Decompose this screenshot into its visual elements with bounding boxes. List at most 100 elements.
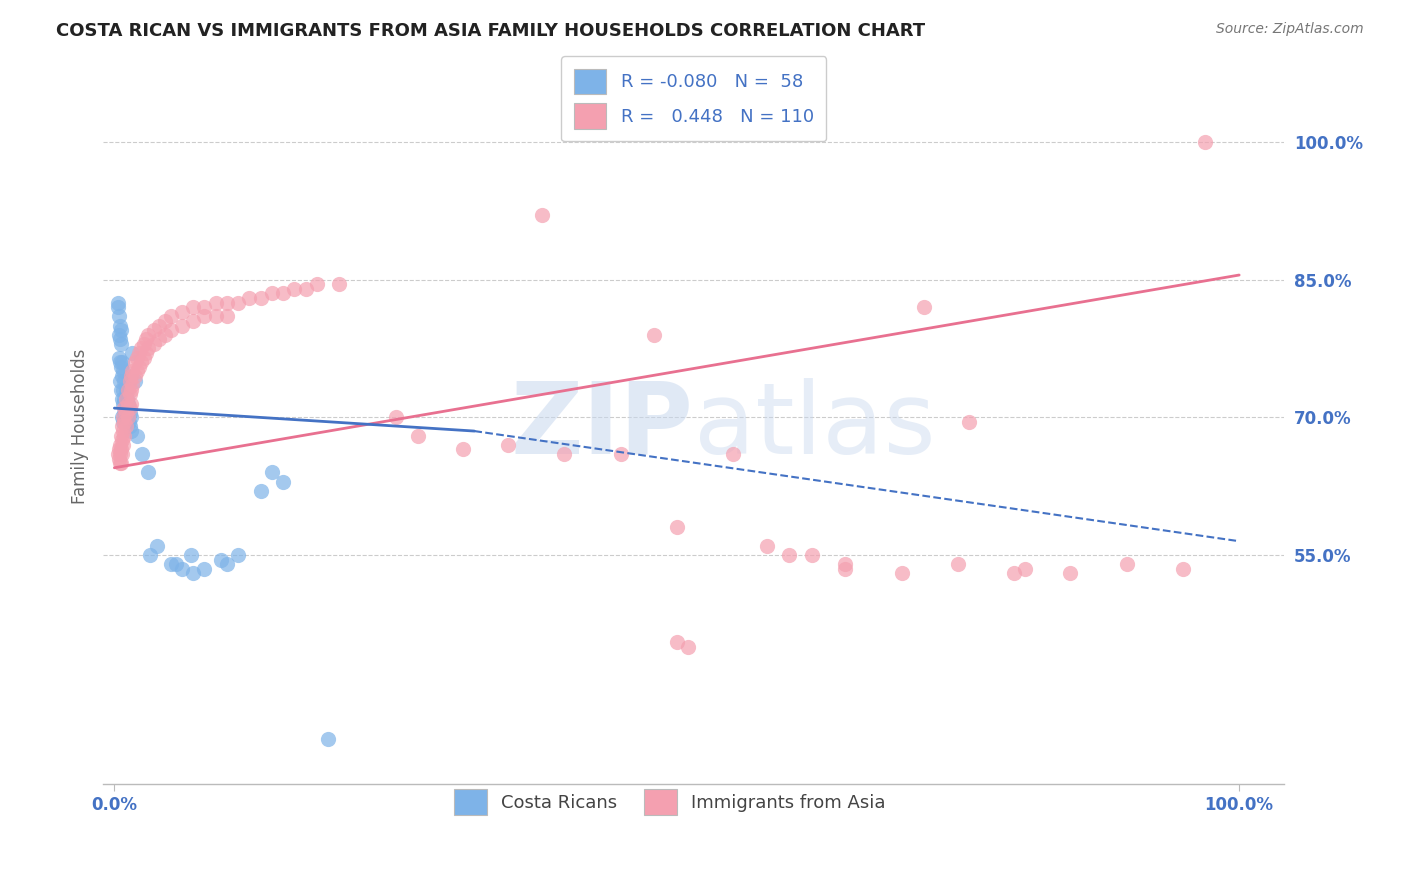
Point [112,424,135,438]
Point [249,291,271,305]
Point [120,410,142,425]
Text: atlas: atlas [693,378,935,475]
Point [159,310,181,324]
Point [110,442,132,457]
Point [108,332,131,346]
Point [193,300,215,314]
Point [165,557,187,571]
Point [283,282,305,296]
Point [108,447,131,461]
Point [135,332,157,346]
Point [226,548,249,562]
Point [136,342,159,356]
Point [226,295,249,310]
Point [778,548,800,562]
Point [146,539,169,553]
Point [384,410,406,425]
Point [1059,566,1081,581]
Point [120,383,142,397]
Point [153,314,176,328]
Point [110,323,132,337]
Point [114,392,136,406]
Point [128,346,150,360]
Point [117,383,139,397]
Point [148,318,170,333]
Text: Source: ZipAtlas.com: Source: ZipAtlas.com [1216,22,1364,37]
Point [120,396,142,410]
Point [890,566,912,581]
Point [215,310,238,324]
Point [451,442,474,457]
Point [834,562,856,576]
Point [1014,562,1036,576]
Point [193,310,215,324]
Point [115,406,138,420]
Point [114,374,136,388]
Point [139,548,162,562]
Point [249,483,271,498]
Point [1115,557,1137,571]
Point [912,300,935,314]
Point [260,286,283,301]
Point [153,327,176,342]
Point [159,557,181,571]
Point [108,442,131,457]
Point [135,346,157,360]
Point [131,447,153,461]
Point [111,410,134,425]
Point [676,640,699,654]
Point [1194,135,1216,149]
Point [170,562,193,576]
Point [110,428,132,442]
Point [215,295,238,310]
Point [181,566,204,581]
Point [946,557,969,571]
Point [108,355,131,369]
Point [1002,566,1025,581]
Point [108,374,131,388]
Point [108,327,131,342]
Point [114,406,136,420]
Point [111,369,134,384]
Point [114,415,136,429]
Point [107,300,129,314]
Point [159,323,181,337]
Point [131,355,153,369]
Point [112,438,135,452]
Point [136,327,159,342]
Point [112,410,135,425]
Point [553,447,575,461]
Point [111,355,134,369]
Point [142,323,165,337]
Point [125,364,148,378]
Point [108,351,131,365]
Point [117,410,139,425]
Point [114,401,136,416]
Point [800,548,823,562]
Point [170,304,193,318]
Legend: Costa Ricans, Immigrants from Asia: Costa Ricans, Immigrants from Asia [443,779,897,825]
Point [111,392,134,406]
Point [316,731,339,746]
Point [260,466,283,480]
Point [118,415,141,429]
Point [170,318,193,333]
Point [180,548,202,562]
Point [110,456,132,470]
Point [125,428,148,442]
Point [108,456,131,470]
Point [834,557,856,571]
Point [114,419,136,434]
Point [111,434,134,448]
Point [115,392,138,406]
Point [107,295,129,310]
Point [643,327,665,342]
Point [107,447,129,461]
Point [117,410,139,425]
Point [112,415,135,429]
Point [124,369,146,384]
Point [721,447,744,461]
Point [110,337,132,351]
Point [114,383,136,397]
Point [131,342,153,356]
